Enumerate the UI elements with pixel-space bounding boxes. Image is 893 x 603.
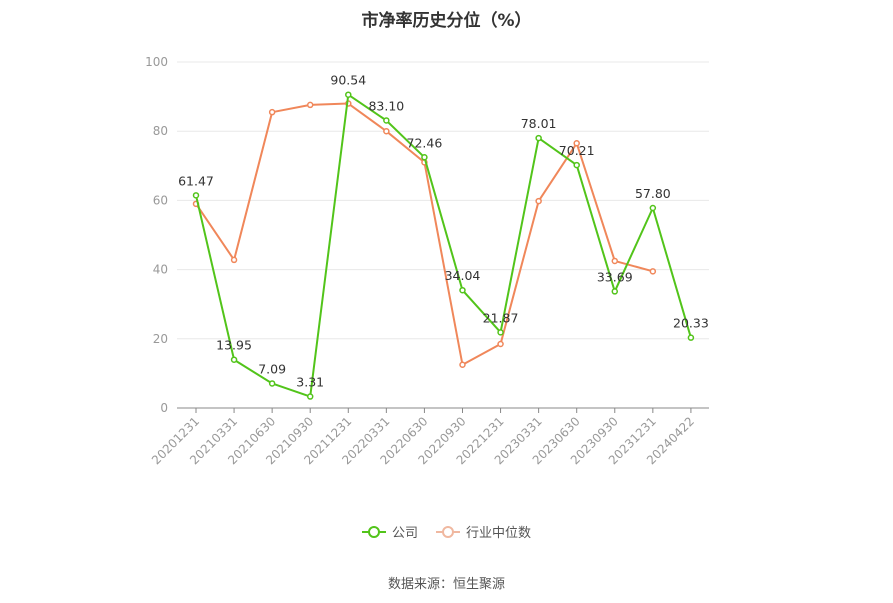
y-tick-label: 0 [160,401,168,415]
data-label: 72.46 [407,135,443,150]
data-point-industry-median [230,256,238,264]
data-label: 70.21 [559,143,595,158]
data-point-industry-median [306,101,314,109]
data-point-industry-median [459,361,466,368]
data-point-industry-median [497,340,504,348]
legend-item-industry-median[interactable]: 行业中位数 [436,522,531,541]
legend-swatch-industry-median [436,525,460,539]
data-point-company [459,286,466,294]
data-label: 83.10 [368,98,404,113]
y-tick-label: 20 [153,332,168,346]
data-point-company [573,161,580,169]
data-source: 数据来源：恒生聚源 [387,577,505,592]
data-label: 33.69 [597,269,633,284]
data-point-company [383,117,390,124]
data-label: 57.80 [635,186,671,201]
series-lines [192,91,695,400]
data-label: 13.95 [216,338,252,353]
axes: 0204060801002020123120210331202106302021… [145,55,709,467]
y-tick-label: 60 [153,193,168,207]
data-point-company [611,288,619,295]
data-point-industry-median [649,268,657,275]
data-point-industry-median [573,140,580,147]
chart-title: 市净率历史分位（%） [361,11,532,31]
legend-label-company: 公司 [391,526,418,541]
y-tick-label: 40 [153,263,168,277]
y-tick-label: 100 [145,55,168,69]
data-label: 3.31 [296,375,324,390]
legend-item-company[interactable]: 公司 [361,522,418,541]
data-label: 21.87 [483,310,519,325]
data-point-industry-median [535,197,542,205]
data-point-company [497,329,504,336]
data-point-industry-median [383,127,390,135]
data-point-company [268,380,276,387]
data-point-industry-median [611,257,619,265]
grid-lines [177,61,709,340]
data-label: 90.54 [330,73,366,88]
series-line-company [195,93,692,398]
data-point-company [421,154,428,161]
legend-label-industry-median: 行业中位数 [466,526,532,541]
data-point-company [345,91,352,98]
legend-swatch-company [361,525,386,539]
data-point-company [687,334,695,341]
data-label: 20.33 [673,316,709,331]
data-label: 61.47 [178,173,214,188]
y-tick-label: 80 [153,124,168,138]
data-label: 34.04 [445,268,481,283]
data-point-company [192,192,200,199]
data-label: 78.01 [521,116,557,131]
data-point-company [230,356,238,363]
legend: 公司 行业中位数 [0,522,893,541]
data-point-company [306,393,314,400]
data-point-company [535,134,542,142]
data-label: 7.09 [258,361,286,376]
data-point-industry-median [268,108,276,116]
data-point-company [649,204,657,212]
